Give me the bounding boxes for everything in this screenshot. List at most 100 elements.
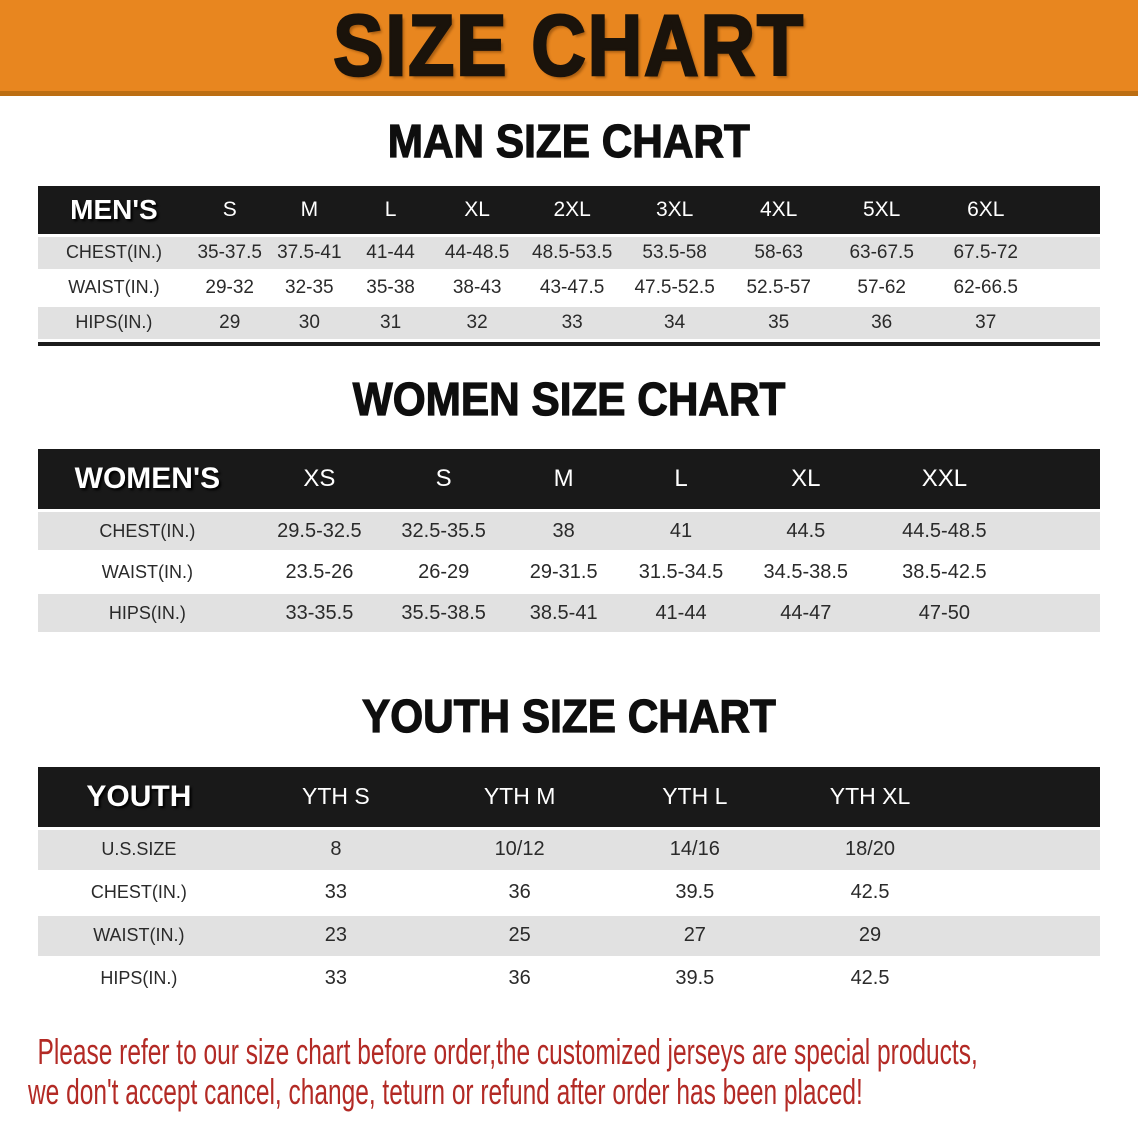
men-hips-row: HIPS(IN.) 29 30 31 32 33 34 35 36 37 xyxy=(38,306,1100,339)
size-value: 41-44 xyxy=(349,236,432,269)
filler-cell xyxy=(1038,271,1100,304)
size-value: 41-44 xyxy=(622,594,740,633)
men-col-header: XL xyxy=(431,185,523,234)
size-value: 29 xyxy=(782,915,958,956)
filler-cell xyxy=(1038,306,1100,339)
women-section-heading: WOMEN SIZE CHART xyxy=(0,373,1138,424)
size-value: 48.5-53.5 xyxy=(522,236,623,269)
size-value: 36 xyxy=(431,872,608,913)
size-value: 42.5 xyxy=(782,958,958,999)
row-label: WAIST(IN.) xyxy=(38,553,257,592)
youth-col-header: YTH L xyxy=(607,766,783,827)
women-header-row: WOMEN'S XS S M L XL XXL xyxy=(38,449,1100,510)
filler-cell xyxy=(1017,512,1100,551)
size-value: 47-50 xyxy=(871,594,1018,633)
size-value: 33-35.5 xyxy=(256,594,383,633)
men-col-header: 2XL xyxy=(522,185,623,234)
women-col-header: XXL xyxy=(871,449,1018,510)
man-section-heading: MAN SIZE CHART xyxy=(0,115,1138,166)
men-chest-row: CHEST(IN.) 35-37.5 37.5-41 41-44 44-48.5… xyxy=(38,236,1100,269)
filler-cell xyxy=(957,958,1100,999)
filler-cell xyxy=(957,872,1100,913)
women-header-filler xyxy=(1017,449,1100,510)
size-value: 37 xyxy=(933,306,1039,339)
size-value: 8 xyxy=(239,829,432,870)
women-col-header: S xyxy=(382,449,506,510)
size-value: 43-47.5 xyxy=(522,271,623,304)
size-value: 34 xyxy=(622,306,728,339)
disclaimer-line-1: Please refer to our size chart before or… xyxy=(37,1030,978,1072)
size-value: 35.5-38.5 xyxy=(382,594,506,633)
size-value: 29.5-32.5 xyxy=(256,512,383,551)
size-value: 36 xyxy=(431,958,608,999)
size-value: 62-66.5 xyxy=(933,271,1039,304)
size-value: 35-37.5 xyxy=(189,236,270,269)
size-value: 36 xyxy=(830,306,934,339)
women-size-table-wrap: WOMEN'S XS S M L XL XXL CHEST(IN.) 29.5-… xyxy=(38,446,1100,635)
youth-col-header: YTH M xyxy=(431,766,608,827)
size-value: 18/20 xyxy=(782,829,958,870)
size-value: 44-47 xyxy=(739,594,872,633)
size-value: 35-38 xyxy=(349,271,432,304)
size-value: 47.5-52.5 xyxy=(622,271,728,304)
size-value: 37.5-41 xyxy=(269,236,350,269)
row-label: CHEST(IN.) xyxy=(38,236,190,269)
size-value: 30 xyxy=(269,306,350,339)
filler-cell xyxy=(1038,236,1100,269)
size-value: 38-43 xyxy=(431,271,523,304)
youth-heading-text: YOUTH SIZE CHART xyxy=(362,690,777,743)
size-value: 35 xyxy=(727,306,831,339)
size-value: 25 xyxy=(431,915,608,956)
size-value: 38.5-42.5 xyxy=(871,553,1018,592)
men-header-filler xyxy=(1038,185,1100,234)
men-table-bottom-rule xyxy=(38,341,1100,346)
youth-size-table-wrap: YOUTH YTH S YTH M YTH L YTH XL U.S.SIZE … xyxy=(38,764,1100,1002)
size-value: 52.5-57 xyxy=(727,271,831,304)
row-label: HIPS(IN.) xyxy=(38,306,190,339)
men-waist-row: WAIST(IN.) 29-32 32-35 35-38 38-43 43-47… xyxy=(38,271,1100,304)
disclaimer-line-2: we don't accept cancel, change, teturn o… xyxy=(28,1071,863,1113)
men-col-header: S xyxy=(189,185,270,234)
women-col-header: XL xyxy=(739,449,872,510)
row-label: WAIST(IN.) xyxy=(38,915,240,956)
youth-col-header: YTH S xyxy=(239,766,432,827)
size-value: 31.5-34.5 xyxy=(622,553,740,592)
filler-cell xyxy=(1017,553,1100,592)
size-value: 44-48.5 xyxy=(431,236,523,269)
size-value: 29-32 xyxy=(189,271,270,304)
size-value: 44.5 xyxy=(739,512,872,551)
women-col-header: M xyxy=(505,449,623,510)
size-value: 41 xyxy=(622,512,740,551)
size-value: 32-35 xyxy=(269,271,350,304)
row-label: CHEST(IN.) xyxy=(38,512,257,551)
youth-waist-row: WAIST(IN.) 23 25 27 29 xyxy=(38,915,1100,956)
banner-title: SIZE CHART xyxy=(332,0,805,94)
size-value: 39.5 xyxy=(607,872,783,913)
youth-hips-row: HIPS(IN.) 33 36 39.5 42.5 xyxy=(38,958,1100,999)
youth-header-filler xyxy=(957,766,1100,827)
youth-group-label: YOUTH xyxy=(38,766,240,827)
size-value: 58-63 xyxy=(727,236,831,269)
row-label: HIPS(IN.) xyxy=(38,594,257,633)
men-size-table-wrap: MEN'S S M L XL 2XL 3XL 4XL 5XL 6XL CHEST… xyxy=(38,183,1100,342)
filler-cell xyxy=(957,915,1100,956)
size-value: 67.5-72 xyxy=(933,236,1039,269)
size-value: 38.5-41 xyxy=(505,594,623,633)
youth-col-header: YTH XL xyxy=(782,766,958,827)
size-value: 23.5-26 xyxy=(256,553,383,592)
size-value: 32 xyxy=(431,306,523,339)
size-value: 33 xyxy=(522,306,623,339)
size-value: 33 xyxy=(239,958,432,999)
size-value: 27 xyxy=(607,915,783,956)
row-label: WAIST(IN.) xyxy=(38,271,190,304)
men-header-row: MEN'S S M L XL 2XL 3XL 4XL 5XL 6XL xyxy=(38,185,1100,234)
row-label: U.S.SIZE xyxy=(38,829,240,870)
men-col-header: 5XL xyxy=(830,185,934,234)
size-value: 33 xyxy=(239,872,432,913)
men-group-label: MEN'S xyxy=(38,185,190,234)
size-value: 38 xyxy=(505,512,623,551)
size-value: 63-67.5 xyxy=(830,236,934,269)
size-value: 14/16 xyxy=(607,829,783,870)
size-value: 42.5 xyxy=(782,872,958,913)
men-col-header: 3XL xyxy=(622,185,728,234)
